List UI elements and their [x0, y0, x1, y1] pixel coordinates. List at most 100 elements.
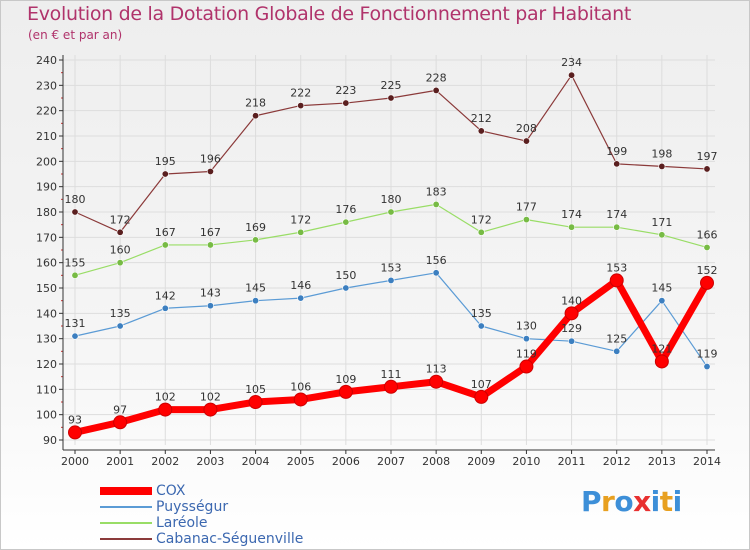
data-label: 234 [561, 56, 582, 69]
data-label: 183 [426, 185, 447, 198]
data-point [252, 236, 260, 244]
y-tick-label: 160 [36, 257, 57, 270]
data-point [252, 112, 260, 120]
data-label: 195 [155, 155, 176, 168]
data-label: 228 [426, 71, 447, 84]
data-point [658, 231, 666, 239]
data-label: 135 [110, 307, 131, 320]
data-point [116, 259, 124, 267]
grid-lines [63, 55, 715, 445]
data-point [338, 384, 353, 399]
logo-letter: t [659, 485, 673, 518]
logo-letter: o [614, 485, 634, 518]
data-point [203, 402, 218, 417]
y-tick-label: 100 [36, 409, 57, 422]
data-point [432, 200, 440, 208]
data-label: 218 [245, 97, 266, 110]
data-label: 172 [471, 213, 492, 226]
legend-label: Laréole [156, 515, 208, 531]
data-point [206, 167, 214, 175]
chart-subtitle: (en € et par an) [28, 28, 123, 42]
x-tick-label: 2012 [603, 455, 631, 468]
x-tick-label: 2008 [422, 455, 450, 468]
data-label: 146 [290, 279, 311, 292]
y-tick-label: 170 [36, 231, 57, 244]
data-point [703, 165, 711, 173]
data-point [477, 228, 485, 236]
data-point [519, 359, 534, 374]
data-label: 119 [516, 348, 537, 361]
data-label: 174 [561, 208, 582, 221]
data-point [522, 137, 530, 145]
data-label: 106 [290, 380, 311, 393]
data-point [477, 322, 485, 330]
data-label: 97 [113, 403, 127, 416]
data-point [609, 273, 624, 288]
data-point [206, 241, 214, 249]
data-label: 225 [381, 79, 402, 92]
data-point [297, 228, 305, 236]
data-label: 109 [335, 373, 356, 386]
y-tick-label: 90 [43, 434, 57, 447]
logo-letter: r [601, 485, 615, 518]
data-point [116, 322, 124, 330]
data-point [116, 228, 124, 236]
data-label: 160 [110, 244, 131, 257]
legend-label: Cabanac-Séguenville [156, 531, 304, 547]
legend-item: COX [100, 483, 360, 499]
data-point [703, 243, 711, 251]
data-label: 172 [110, 213, 131, 226]
data-label: 152 [697, 264, 718, 277]
y-tick-label: 120 [36, 358, 57, 371]
data-point [161, 241, 169, 249]
y-tick-label: 180 [36, 206, 57, 219]
data-label: 171 [651, 216, 672, 229]
data-label: 107 [471, 378, 492, 391]
y-tick-label: 230 [36, 79, 57, 92]
data-label: 125 [606, 332, 627, 345]
x-tick-label: 2000 [61, 455, 89, 468]
legend-label: COX [156, 483, 186, 499]
x-tick-label: 2005 [287, 455, 315, 468]
data-label: 145 [651, 282, 672, 295]
data-point [564, 306, 579, 321]
legend-item: Cabanac-Séguenville [100, 531, 360, 547]
x-tick-label: 2004 [242, 455, 270, 468]
legend-swatch [100, 506, 152, 508]
x-tick-label: 2002 [151, 455, 179, 468]
data-point [342, 99, 350, 107]
data-point [71, 271, 79, 279]
data-label: 208 [516, 122, 537, 135]
data-label: 131 [65, 317, 86, 330]
y-tick-label: 110 [36, 383, 57, 396]
data-point [477, 127, 485, 135]
data-label: 113 [426, 363, 447, 376]
data-label: 197 [697, 150, 718, 163]
data-label: 180 [65, 193, 86, 206]
data-point [568, 223, 576, 231]
data-label: 177 [516, 201, 537, 214]
data-point [568, 71, 576, 79]
data-label: 167 [155, 226, 176, 239]
data-labels: 93 97 102 102 105 106 109 111 113 107 119 140 153 121… [65, 56, 718, 426]
data-label: 176 [335, 203, 356, 216]
x-tick-label: 2014 [693, 455, 721, 468]
data-point [297, 294, 305, 302]
data-label: 155 [65, 256, 86, 269]
y-tick-label: 130 [36, 333, 57, 346]
data-point [158, 402, 173, 417]
data-point [342, 218, 350, 226]
data-label: 174 [606, 208, 627, 221]
x-tick-label: 2007 [377, 455, 405, 468]
data-point [161, 170, 169, 178]
data-label: 121 [651, 342, 672, 355]
data-label: 130 [516, 320, 537, 333]
data-label: 196 [200, 152, 221, 165]
y-tick-label: 220 [36, 105, 57, 118]
data-label: 93 [68, 413, 82, 426]
data-point [429, 374, 444, 389]
data-label: 156 [426, 254, 447, 267]
series-puyss-gur [71, 269, 711, 371]
data-label: 212 [471, 112, 492, 125]
